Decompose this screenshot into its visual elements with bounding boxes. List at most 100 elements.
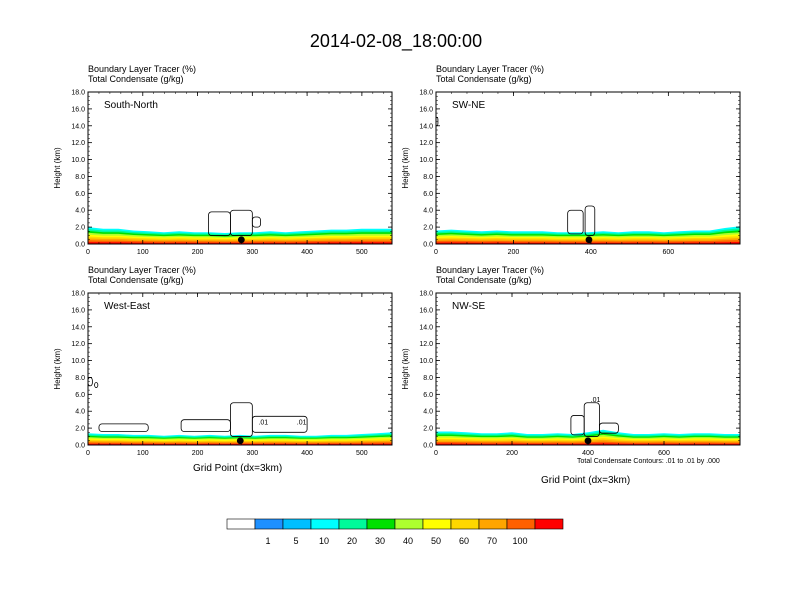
colorbar-swatch — [338, 518, 368, 530]
y-tick-label: 12.0 — [419, 341, 433, 348]
condensate-contour — [94, 382, 99, 388]
y-tick-label: 0.0 — [423, 443, 433, 450]
y-tick-label: 14.0 — [419, 123, 433, 130]
y-tick-label: 8.0 — [75, 375, 85, 382]
colorbar-swatch — [534, 518, 564, 530]
contour-label: .01 — [297, 420, 307, 427]
x-tick-label: 100 — [137, 249, 149, 256]
y-axis-label: Height (km) — [53, 147, 62, 189]
y-tick-label: 6.0 — [423, 392, 433, 399]
y-tick-label: 0.0 — [423, 242, 433, 249]
colorbar-swatch — [394, 518, 424, 530]
colorbar-swatch — [506, 518, 536, 530]
x-tick-label: 600 — [663, 249, 675, 256]
y-tick-label: 18.0 — [71, 90, 85, 97]
cloud-base-marker — [585, 236, 593, 244]
colorbar-swatch — [226, 518, 256, 530]
condensate-contour — [230, 402, 253, 437]
plot-frame — [87, 292, 393, 446]
y-tick-label: 2.0 — [75, 225, 85, 232]
y-axis-label: Height (km) — [401, 348, 410, 390]
x-tick-label: 0 — [434, 249, 438, 256]
contour-label: .01 — [258, 420, 268, 427]
panel-label: NW-SE — [452, 301, 485, 312]
y-tick-label: 10.0 — [71, 358, 85, 365]
x-tick-label: 300 — [246, 249, 258, 256]
plot-area — [88, 209, 392, 244]
x-tick-label: 500 — [356, 249, 368, 256]
colorbar-label: 50 — [431, 536, 441, 546]
panel-south-north: 0.0 2.0 4.0 6.0 8.0 10.0 12.0 14.0 16.0 18.0 0 100 2… — [53, 90, 393, 256]
y-tick-label: 4.0 — [75, 208, 85, 215]
y-tick-label: 12.0 — [71, 140, 85, 147]
y-tick-label: 16.0 — [71, 106, 85, 113]
panel-label: West-East — [104, 301, 150, 312]
condensate-contour — [598, 422, 619, 434]
colorbar-label: 1 — [265, 536, 270, 546]
y-tick-label: 12.0 — [419, 140, 433, 147]
cloud-base-marker — [237, 236, 245, 244]
plot-frame — [87, 91, 393, 245]
panel-title-line2: Total Condensate (g/kg) — [88, 74, 184, 84]
plot-area — [436, 116, 740, 244]
x-tick-label: 0 — [86, 249, 90, 256]
condensate-contour — [208, 211, 231, 236]
condensate-contour — [251, 216, 261, 228]
colorbar-label: 30 — [375, 536, 385, 546]
panel-nw-se: .01 0.0 2.0 4.0 6.0 8.0 10.0 12.0 14.0 16.0 18.0 0 2… — [401, 291, 741, 457]
colorbar-swatch — [254, 518, 284, 530]
y-tick-label: 8.0 — [423, 174, 433, 181]
y-tick-label: 2.0 — [423, 225, 433, 232]
contour-label: .01 — [591, 397, 601, 404]
x-tick-label: 200 — [508, 249, 520, 256]
panel-title-line2: Total Condensate (g/kg) — [436, 275, 532, 285]
colorbar-swatch — [450, 518, 480, 530]
contour-note: Total Condensate Contours: .01 to .01 by… — [577, 458, 720, 465]
panel-title-line1: Boundary Layer Tracer (%) — [436, 265, 545, 275]
plot-area — [436, 402, 740, 445]
y-tick-label: 10.0 — [419, 157, 433, 164]
colorbar-swatch — [422, 518, 452, 530]
y-tick-label: 0.0 — [75, 443, 85, 450]
colorbar-swatch — [478, 518, 508, 530]
condensate-contour — [251, 415, 308, 433]
x-tick-label: 400 — [582, 450, 594, 457]
panel-title-line2: Total Condensate (g/kg) — [88, 275, 184, 285]
condensate-contour — [583, 402, 600, 437]
y-tick-label: 10.0 — [71, 157, 85, 164]
colorbar-label: 60 — [459, 536, 469, 546]
y-tick-label: 2.0 — [75, 426, 85, 433]
colorbar-swatch — [310, 518, 340, 530]
y-tick-label: 4.0 — [423, 208, 433, 215]
y-tick-label: 12.0 — [71, 341, 85, 348]
plot-frame — [435, 91, 741, 245]
y-axis-label: Height (km) — [53, 348, 62, 390]
panel-label: SW-NE — [452, 100, 485, 111]
y-tick-label: 18.0 — [71, 291, 85, 298]
panel-title-line2: Total Condensate (g/kg) — [436, 74, 532, 84]
y-tick-label: 8.0 — [423, 375, 433, 382]
colorbar-label: 100 — [512, 536, 527, 546]
x-tick-label: 0 — [434, 450, 438, 457]
colorbar-label: 10 — [319, 536, 329, 546]
panel-title-line1: Boundary Layer Tracer (%) — [88, 265, 197, 275]
y-tick-label: 16.0 — [419, 307, 433, 314]
condensate-contour — [98, 423, 149, 432]
x-tick-label: 400 — [301, 450, 313, 457]
y-tick-label: 14.0 — [71, 123, 85, 130]
x-axis-label-right: Grid Point (dx=3km) — [541, 475, 631, 486]
x-tick-label: 500 — [356, 450, 368, 457]
x-tick-label: 200 — [192, 450, 204, 457]
panel-west-east: .01 .01 0.0 2.0 4.0 6.0 8.0 10.0 12.0 14.0 16.0 18.… — [53, 291, 393, 457]
x-tick-label: 600 — [658, 450, 670, 457]
condensate-contour — [584, 205, 596, 236]
y-tick-label: 6.0 — [75, 191, 85, 198]
y-tick-label: 4.0 — [423, 409, 433, 416]
x-tick-label: 400 — [585, 249, 597, 256]
condensate-contour — [570, 415, 585, 436]
y-tick-label: 14.0 — [71, 324, 85, 331]
x-axis-label: Grid Point (dx=3km) — [193, 463, 283, 474]
y-tick-label: 6.0 — [75, 392, 85, 399]
y-tick-label: 18.0 — [419, 291, 433, 298]
y-tick-label: 16.0 — [419, 106, 433, 113]
